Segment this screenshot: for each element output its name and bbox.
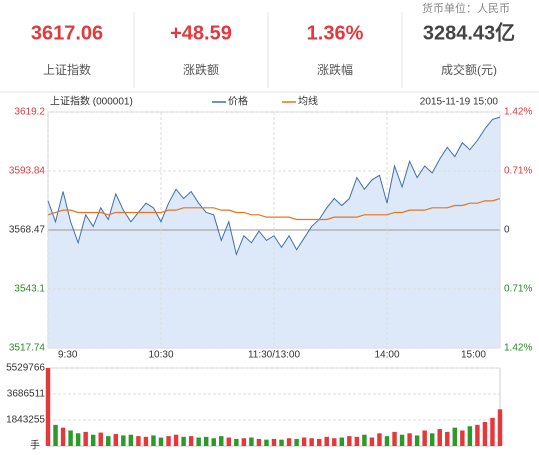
volume-bar — [437, 429, 442, 446]
stat-value: 3284.43亿 — [423, 20, 515, 44]
series-line — [47, 197, 501, 221]
volume-bar — [264, 439, 269, 446]
volume-bar — [452, 427, 458, 446]
volume-bar — [414, 435, 420, 446]
volume-bar — [188, 436, 194, 446]
volume-bar — [203, 436, 209, 446]
volume-bar — [309, 438, 314, 446]
volume-bar — [128, 434, 134, 446]
volume-bar — [332, 438, 337, 446]
volume-bar — [497, 409, 503, 446]
volume-unit: 手 — [30, 439, 40, 452]
x-tick-label: 11:30/13:00 — [248, 350, 301, 361]
y2-tick-label: 1.42% — [504, 107, 532, 118]
y-tick-label: 3543.1 — [14, 284, 45, 295]
y2-tick-label: 0.71% — [504, 284, 532, 295]
volume-bar — [68, 430, 73, 446]
volume-bar — [362, 434, 367, 446]
stat-label: 涨跌额 — [183, 62, 219, 77]
volume-bar — [347, 436, 352, 446]
volume-bar — [256, 438, 262, 446]
y-tick-label: 1843255 — [6, 415, 45, 426]
volume-bar — [354, 436, 360, 446]
volume-bar — [53, 424, 58, 446]
price-area — [48, 117, 500, 349]
volume-bar — [106, 436, 111, 446]
y-tick-label: 3568.47 — [9, 225, 46, 236]
volume-bar — [279, 439, 284, 446]
volume-bar — [384, 436, 390, 446]
volume-bar — [460, 430, 465, 446]
volume-bar — [83, 431, 88, 446]
y-tick-label: 3619.2 — [14, 107, 45, 118]
volume-bar — [241, 438, 247, 446]
volume-bar — [98, 432, 103, 446]
x-tick-label: 15:00 — [461, 350, 486, 361]
legend-label: 均线 — [298, 95, 318, 108]
volume-bar — [392, 431, 397, 446]
x-tick-label: 9:30 — [58, 350, 78, 361]
y-tick-label: 3517.74 — [9, 343, 46, 354]
volume-bar — [407, 433, 412, 446]
volume-bar — [301, 437, 307, 446]
volume-bar — [324, 436, 329, 446]
volume-bar — [482, 422, 488, 446]
unit-note: 货币单位：人民币 — [422, 1, 510, 15]
y2-tick-label: 1.42% — [504, 343, 532, 354]
volume-bar — [467, 426, 473, 446]
y-tick-label: 5529766 — [6, 363, 45, 374]
volume-bar — [271, 438, 277, 446]
volume-bar — [45, 368, 51, 446]
volume-bar — [399, 434, 405, 446]
volume-bar — [75, 433, 81, 446]
volume-bar — [121, 435, 126, 446]
y2-tick-label: 0.71% — [504, 166, 532, 177]
volume-bar — [490, 417, 495, 446]
volume-bar — [316, 438, 322, 446]
volume-bar — [211, 438, 216, 446]
volume-bar — [294, 438, 299, 446]
volume-bar — [234, 438, 239, 446]
volume-bar — [226, 437, 232, 446]
volume-bar — [136, 436, 141, 446]
x-tick-label: 10:30 — [148, 350, 173, 361]
chart-title: 上证指数 (000001) — [50, 95, 133, 108]
legend-label: 价格 — [228, 95, 248, 108]
y2-tick-label: 0 — [504, 225, 510, 236]
y-tick-label: 3686511 — [7, 389, 46, 400]
stat-label: 涨跌幅 — [317, 62, 353, 77]
volume-bar — [143, 436, 149, 446]
volume-bar — [475, 424, 480, 446]
volume-bar — [60, 427, 66, 446]
stat-value: +48.59 — [170, 22, 232, 44]
volume-bar — [219, 436, 224, 446]
stat-value: 3617.06 — [31, 22, 103, 44]
series-line — [47, 116, 501, 257]
stat-label: 上证指数 — [43, 62, 91, 77]
volume-bar — [377, 433, 382, 446]
volume-bar — [151, 435, 156, 446]
stat-value: 1.36% — [307, 22, 364, 44]
stat-label: 成交额(元) — [441, 62, 497, 77]
volume-bar — [249, 437, 254, 446]
volume-bar — [445, 431, 450, 446]
chart-date: 2015-11-19 15:00 — [420, 97, 499, 108]
volume-bar — [181, 436, 186, 446]
x-tick-label: 14:00 — [374, 350, 399, 361]
volume-bar — [422, 430, 427, 446]
volume-bar — [158, 437, 164, 446]
volume-bar — [286, 438, 292, 446]
volume-bar — [113, 434, 119, 446]
volume-bar — [166, 436, 171, 446]
volume-bar — [173, 434, 179, 446]
volume-bar — [196, 437, 201, 446]
volume-bar — [429, 433, 435, 446]
y-tick-label: 3593.84 — [9, 166, 46, 177]
volume-bar — [339, 437, 345, 446]
volume-bar — [369, 437, 375, 446]
volume-bar — [90, 434, 96, 446]
